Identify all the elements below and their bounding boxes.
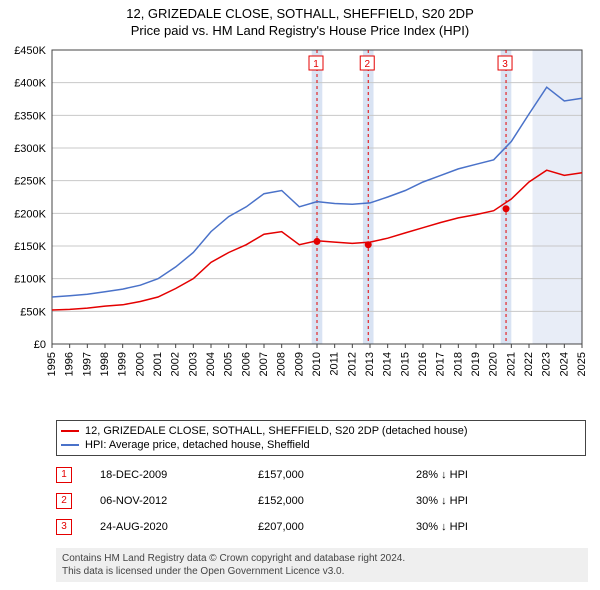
svg-text:2012: 2012 [346,352,358,376]
svg-text:£250K: £250K [14,176,46,188]
event-row-1: 1 18-DEC-2009 £157,000 28% ↓ HPI [56,462,576,488]
svg-text:1: 1 [313,59,319,70]
legend-row-hpi: HPI: Average price, detached house, Shef… [61,438,581,452]
events-table: 1 18-DEC-2009 £157,000 28% ↓ HPI 2 06-NO… [56,462,576,540]
svg-text:1997: 1997 [81,352,93,376]
legend-swatch-hpi [61,444,79,446]
legend-label-property: 12, GRIZEDALE CLOSE, SOTHALL, SHEFFIELD,… [85,425,468,437]
svg-text:1998: 1998 [99,352,111,376]
legend-box: 12, GRIZEDALE CLOSE, SOTHALL, SHEFFIELD,… [56,420,586,456]
event-delta-3: 30% ↓ HPI [416,521,546,533]
event-delta-2: 30% ↓ HPI [416,495,546,507]
event-box-1: 1 [56,467,72,483]
event-box-3: 3 [56,519,72,535]
svg-text:2024: 2024 [558,352,570,376]
event-date-2: 06-NOV-2012 [100,495,230,507]
event-price-3: £207,000 [258,521,388,533]
svg-text:1995: 1995 [46,352,58,376]
svg-text:£300K: £300K [14,143,46,155]
svg-text:2018: 2018 [452,352,464,376]
svg-text:£400K: £400K [14,78,46,90]
chart-area: £0£50K£100K£150K£200K£250K£300K£350K£400… [52,50,582,380]
svg-text:£50K: £50K [20,306,46,318]
svg-text:£450K: £450K [14,45,46,57]
legend-label-hpi: HPI: Average price, detached house, Shef… [85,439,310,451]
svg-text:2009: 2009 [293,352,305,376]
svg-text:2: 2 [364,59,370,70]
title-line-1: 12, GRIZEDALE CLOSE, SOTHALL, SHEFFIELD,… [0,6,600,23]
svg-text:2014: 2014 [382,352,394,376]
footer-note: Contains HM Land Registry data © Crown c… [56,548,588,582]
svg-text:2008: 2008 [276,352,288,376]
svg-text:3: 3 [502,59,508,70]
svg-text:2004: 2004 [205,352,217,376]
svg-text:2019: 2019 [470,352,482,376]
svg-text:£200K: £200K [14,208,46,220]
svg-text:2016: 2016 [417,352,429,376]
svg-text:£100K: £100K [14,274,46,286]
svg-text:2001: 2001 [152,352,164,376]
event-date-3: 24-AUG-2020 [100,521,230,533]
svg-text:£350K: £350K [14,110,46,122]
legend-swatch-property [61,430,79,432]
footer-line-1: Contains HM Land Registry data © Crown c… [62,552,582,565]
event-price-2: £152,000 [258,495,388,507]
svg-text:2017: 2017 [435,352,447,376]
svg-text:2002: 2002 [170,352,182,376]
chart-page: { "title": { "line1": "12, GRIZEDALE CLO… [0,0,600,590]
footer-line-2: This data is licensed under the Open Gov… [62,565,582,578]
event-row-2: 2 06-NOV-2012 £152,000 30% ↓ HPI [56,488,576,514]
legend-row-property: 12, GRIZEDALE CLOSE, SOTHALL, SHEFFIELD,… [61,424,581,438]
title-line-2: Price paid vs. HM Land Registry's House … [0,23,600,40]
svg-text:£150K: £150K [14,241,46,253]
event-delta-1: 28% ↓ HPI [416,469,546,481]
svg-text:2006: 2006 [240,352,252,376]
svg-text:2025: 2025 [576,352,588,376]
svg-text:2020: 2020 [488,352,500,376]
event-box-2: 2 [56,493,72,509]
svg-text:2011: 2011 [329,352,341,376]
svg-text:£0: £0 [34,339,46,351]
svg-text:2000: 2000 [134,352,146,376]
svg-text:2015: 2015 [399,352,411,376]
chart-titles: 12, GRIZEDALE CLOSE, SOTHALL, SHEFFIELD,… [0,0,600,40]
event-price-1: £157,000 [258,469,388,481]
event-date-1: 18-DEC-2009 [100,469,230,481]
svg-text:2007: 2007 [258,352,270,376]
svg-text:2013: 2013 [364,352,376,376]
event-row-3: 3 24-AUG-2020 £207,000 30% ↓ HPI [56,514,576,540]
chart-svg: £0£50K£100K£150K£200K£250K£300K£350K£400… [52,50,582,380]
svg-text:2010: 2010 [311,352,323,376]
svg-text:2005: 2005 [223,352,235,376]
svg-text:1999: 1999 [117,352,129,376]
svg-text:1996: 1996 [64,352,76,376]
svg-text:2003: 2003 [187,352,199,376]
svg-text:2023: 2023 [541,352,553,376]
svg-text:2021: 2021 [505,352,517,376]
svg-text:2022: 2022 [523,352,535,376]
